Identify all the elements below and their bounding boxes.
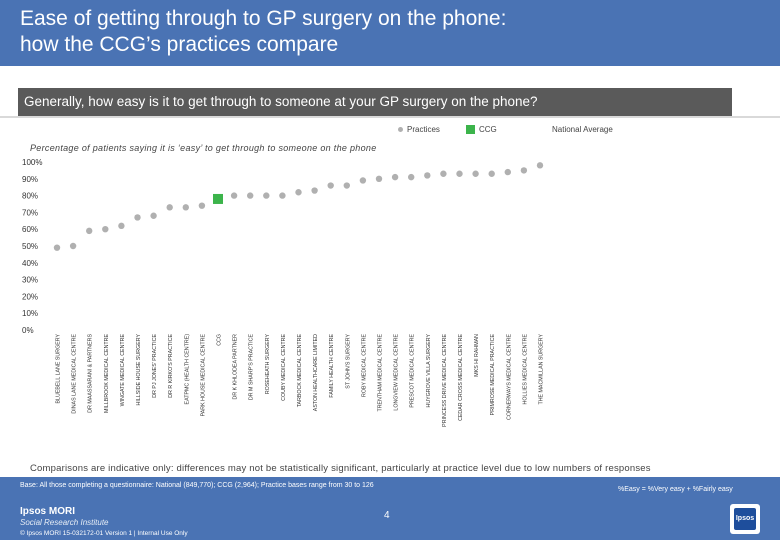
x-tick-label: DR PJ JONES' PRACTICE: [152, 334, 158, 398]
y-tick-label: 20%: [22, 292, 38, 301]
x-tick-label: HOLLIES MEDICAL CENTRE: [522, 334, 528, 405]
x-tick-label: CCG: [217, 334, 223, 346]
page-title-line2: how the CCG’s practices compare: [20, 33, 339, 56]
practice-point: [536, 162, 544, 169]
chart-title: Percentage of patients saying it is ‘eas…: [30, 143, 377, 153]
x-tick-label: DR K KHLODEA PARTNER: [233, 334, 239, 400]
practice-point: [86, 227, 93, 235]
practice-point: [279, 192, 286, 199]
x-tick-label: CORNERWAYS MEDICAL CENTRE: [506, 334, 512, 420]
x-tick-label: DR M SHARP'S PRACTICE: [249, 334, 255, 401]
legend-practices: Practices: [398, 125, 440, 134]
x-tick-label: PRESCOT MEDICAL CENTRE: [410, 334, 416, 408]
practice-point: [327, 182, 334, 189]
footer-bar: [0, 477, 780, 540]
x-tick-label: THE MACMILLAN SURGERY: [539, 334, 545, 405]
practice-point: [295, 189, 302, 196]
question-text: Generally, how easy is it to get through…: [24, 94, 538, 109]
y-tick-label: 80%: [22, 192, 38, 201]
divider: [0, 116, 780, 118]
practice-point: [230, 192, 238, 199]
x-tick-label: HILLSIDE HOUSE SURGERY: [136, 334, 142, 406]
y-tick-label: 40%: [22, 259, 38, 268]
dot-chart: 0% 10% 20% 30% 40% 50% 60% 70% 80% 90% 100% BLUEBEL…: [22, 158, 545, 427]
practice-point: [263, 192, 270, 199]
page-title: Ease of getting through to GP surgery on…: [20, 6, 760, 58]
practice-dot-icon: [398, 127, 403, 133]
y-tick-label: 60%: [22, 225, 38, 234]
easy-definition: %Easy = %Very easy + %Fairly easy: [618, 486, 733, 493]
practice-point: [424, 172, 431, 179]
x-tick-label: DINAS LANE MEDICAL CENTRE: [72, 334, 78, 414]
practice-point: [182, 204, 189, 211]
practice-point: [311, 187, 318, 194]
practice-point: [359, 177, 367, 184]
x-tick-label: PARK HOUSE MEDICAL CENTRE: [200, 334, 206, 417]
practice-point: [440, 170, 447, 177]
ipsos-logo-icon: Ipsos: [730, 504, 760, 534]
legend-national: National Average: [552, 125, 613, 134]
header-bar: Ease of getting through to GP surgery on…: [0, 0, 780, 66]
copyright-text: © Ipsos MORI 15-032172-01 Version 1 | In…: [20, 530, 188, 537]
practice-point: [504, 168, 511, 176]
practice-point: [69, 242, 77, 250]
legend-ccg: CCG: [466, 125, 497, 135]
question-banner: Generally, how easy is it to get through…: [18, 88, 732, 116]
y-tick-label: 90%: [22, 175, 38, 184]
practice-point: [408, 173, 415, 181]
x-tick-label: WINGATE MEDICAL CENTRE: [120, 334, 126, 407]
page-number: 4: [384, 510, 390, 521]
practice-point: [247, 192, 254, 199]
x-tick-label: DR R KIRKO'S PRACTICE: [168, 334, 174, 398]
practice-point: [102, 226, 109, 233]
x-tick-label: ST JOHN'S SURGERY: [345, 334, 351, 389]
practice-point: [456, 170, 463, 177]
comparison-note: Comparisons are indicative only: differe…: [30, 463, 651, 474]
practice-point: [472, 170, 479, 177]
practice-point: [166, 204, 173, 211]
practice-point: [520, 167, 528, 174]
x-tick-label: TARBOCK MEDICAL CENTRE: [297, 334, 303, 408]
x-tick-label: PRINCESS DRIVE MEDICAL CENTRE: [442, 334, 448, 427]
practice-point: [134, 214, 141, 221]
practice-point: [375, 175, 383, 182]
ccg-square-icon: [466, 125, 475, 135]
practice-point: [150, 212, 157, 219]
x-tick-label: FAMILY HEALTH CENTRE: [329, 334, 335, 398]
brand-subtitle: Social Research Institute: [20, 518, 109, 527]
x-tick-label: CEDAR CROSS MEDICAL CENTRE: [458, 334, 464, 421]
x-tick-label: ROBY MEDICAL CENTRE: [361, 334, 367, 397]
x-tick-label: COUBY MEDICAL CENTRE: [281, 334, 287, 401]
y-tick-label: 30%: [22, 276, 38, 285]
y-tick-label: 10%: [22, 309, 38, 318]
practice-point: [391, 173, 399, 181]
x-tick-label: BLUEBELL LANE SURGERY: [56, 334, 62, 404]
x-tick-label: DR MAASSARANI & PARTNERS: [88, 334, 94, 413]
base-note: Base: All those completing a questionnai…: [20, 482, 374, 489]
x-tick-label: MILLBROOK MEDICAL CENTRE: [104, 334, 110, 413]
y-tick-label: 50%: [22, 242, 38, 251]
x-tick-label: MKS HI RAHMAN: [474, 334, 480, 377]
x-tick-label: EATPMC (HEALTH CENTRE): [184, 334, 190, 405]
practice-point: [53, 244, 61, 251]
x-tick-label: ROSEHEATH SURGERY: [265, 334, 271, 395]
practice-point: [343, 182, 350, 189]
x-tick-label: TRENTHAM MEDICAL CENTRE: [378, 334, 384, 412]
x-tick-label: PRIMROSE MEDICAL PRACTICE: [490, 334, 496, 416]
x-tick-label: LONGVIEW MEDICAL CENTRE: [394, 334, 400, 411]
practice-point: [198, 202, 206, 209]
page-title-line1: Ease of getting through to GP surgery on…: [20, 7, 507, 30]
brand-name: Ipsos MORI: [20, 506, 76, 517]
y-tick-label: 100%: [22, 158, 42, 167]
x-tick-label: ASTON HEALTHCARE LIMITED: [313, 334, 319, 411]
practice-point: [118, 222, 125, 230]
y-tick-label: 70%: [22, 208, 38, 217]
practice-point: [488, 170, 495, 177]
ccg-point: [213, 193, 223, 204]
x-tick-label: HUYGROVE VILLA SURGERY: [426, 334, 432, 408]
y-tick-label: 0%: [22, 326, 34, 335]
